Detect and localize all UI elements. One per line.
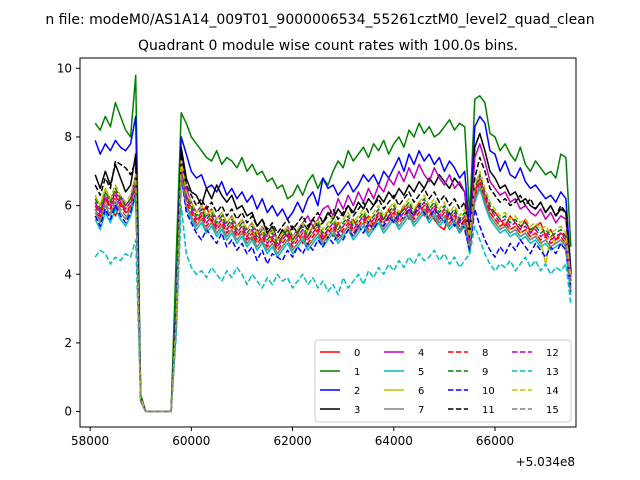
legend-label-9: 9 [482,367,488,378]
legend-label-1: 1 [354,367,360,378]
y-axis: 0 2 4 6 8 10 [57,61,80,419]
x-tick-label: 60000 [172,434,210,448]
legend-label-13: 13 [546,367,559,378]
x-offset-text: +5.034e8 [516,455,575,469]
x-tick-label: 62000 [273,434,311,448]
axes-frame [79,57,577,428]
legend-label-11: 11 [482,405,495,416]
y-tick-label: 10 [57,61,72,75]
plot-area [94,74,572,413]
x-tick-label: 58000 [71,434,109,448]
x-tick-label: 66000 [476,434,514,448]
y-tick-label: 8 [64,130,72,144]
x-tick-label: 64000 [375,434,413,448]
legend-label-2: 2 [354,386,360,397]
legend-label-5: 5 [418,367,424,378]
legend-label-14: 14 [546,386,559,397]
legend-label-3: 3 [354,405,360,416]
series-line-1 [94,74,572,413]
legend-frame [314,339,572,423]
series-line-13 [94,204,572,413]
x-axis: 58000 60000 62000 64000 66000 [71,427,514,448]
series-line-15 [94,173,572,413]
legend-label-15: 15 [546,405,559,416]
legend-label-8: 8 [482,348,488,359]
figure-suptitle: n file: modeM0/AS1A14_009T01_9000006534_… [45,12,594,28]
chart-title: Quadrant 0 module wise count rates with … [138,38,518,54]
y-tick-label: 0 [64,405,72,419]
legend-label-0: 0 [354,348,360,359]
legend-label-7: 7 [418,405,424,416]
legend-label-4: 4 [418,348,424,359]
y-tick-label: 2 [64,336,72,350]
series-line-8 [94,170,572,413]
legend-label-6: 6 [418,386,424,397]
y-tick-label: 6 [64,199,72,213]
legend-label-12: 12 [546,348,559,359]
y-tick-label: 4 [64,267,72,281]
legend-label-10: 10 [482,386,495,397]
series-line-14 [94,160,572,413]
